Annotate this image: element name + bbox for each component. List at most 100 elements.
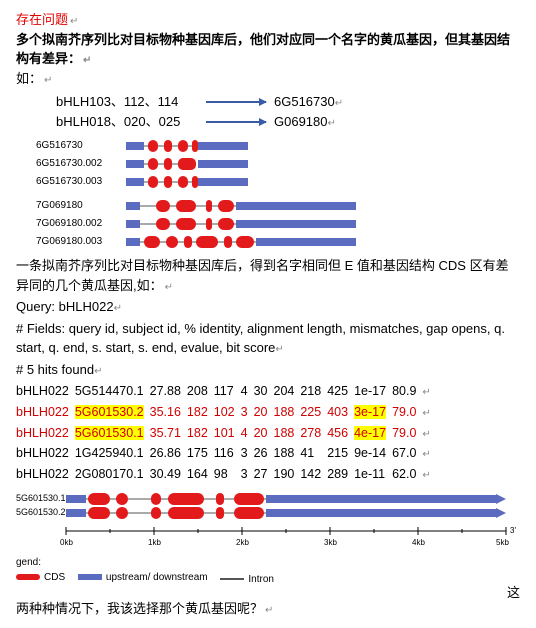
bottom-question: 两种种情况下，我该选择那个黄瓜基因呢？: [16, 599, 520, 619]
table-row: bHLH0225G601530.235.16182102320188225403…: [16, 402, 437, 423]
table-cell: 30: [254, 381, 274, 402]
crlf: [94, 362, 102, 377]
arrow-icon: [206, 121, 266, 123]
bottom-gene-diagram: 5G601530.1 5G601530.2 0kb 1kb 2kb 3kb 4k…: [16, 491, 520, 587]
svg-text:3': 3': [510, 526, 516, 535]
legend-updown: upstream/ downstream: [78, 570, 208, 585]
table-cell: 116: [214, 443, 241, 464]
gene-label: 6G516730: [36, 140, 83, 151]
crlf: [335, 92, 343, 112]
gene-label: 7G069180.003: [36, 236, 103, 247]
mapping-row: bHLH103、112、114 6G516730: [56, 92, 520, 112]
table-cell: bHLH022: [16, 443, 75, 464]
gene-label: 5G601530.1: [16, 493, 66, 503]
table-cell: 188: [274, 443, 301, 464]
mapping-right: 6G516730: [274, 92, 335, 112]
table-cell: 80.9: [392, 381, 422, 402]
mapping-left: bHLH018、020、025: [56, 112, 206, 132]
trailing-char: 这: [507, 583, 520, 603]
table-cell: 1e-17: [354, 381, 392, 402]
table-cell: 2G080170.1: [75, 464, 150, 485]
table-cell: 62.0: [392, 464, 422, 485]
table-row: bHLH0221G425940.126.86175116326188412159…: [16, 443, 437, 464]
fields-line: # Fields: query id, subject id, % identi…: [16, 319, 520, 358]
fields-text: # Fields: query id, subject id, % identi…: [16, 321, 505, 356]
table-cell: 1G425940.1: [75, 443, 150, 464]
table-cell: 35.71: [150, 423, 187, 444]
svg-text:0kb: 0kb: [60, 538, 73, 547]
table-cell: 5G601530.2: [75, 402, 150, 423]
table-cell: 164: [187, 464, 214, 485]
table-cell: 20: [254, 423, 274, 444]
table-cell: 204: [274, 381, 301, 402]
table-cell: bHLH022: [16, 464, 75, 485]
table-cell: bHLH022: [16, 402, 75, 423]
legend-label: upstream/ downstream: [106, 570, 208, 585]
table-cell: 26: [254, 443, 274, 464]
hits-count-line: # 5 hits found: [16, 360, 520, 380]
table-cell: 403: [327, 402, 354, 423]
legend-label: Intron: [248, 572, 274, 587]
table-cell: 4: [241, 423, 254, 444]
query-text: Query: bHLH022: [16, 299, 114, 314]
table-cell: 30.49: [150, 464, 187, 485]
problem-heading: 存在问题: [16, 10, 520, 30]
table-cell: 3: [241, 464, 254, 485]
table-cell: 175: [187, 443, 214, 464]
svg-text:1kb: 1kb: [148, 538, 161, 547]
intron-swatch-icon: [220, 578, 244, 580]
gene-diagram-6g516730: 6G516730 6G516730.002 6G516730.003: [36, 136, 520, 190]
table-cell: 142: [300, 464, 327, 485]
cds-swatch-icon: [16, 574, 40, 580]
gene-svg: 6G516730 6G516730.002 6G516730.003: [36, 136, 336, 190]
crlf: [422, 464, 436, 485]
intro-para-2: 如：: [16, 69, 520, 89]
table-cell: 5G514470.1: [75, 381, 150, 402]
gene-label: 5G601530.2: [16, 507, 66, 517]
table-cell: 4: [241, 381, 254, 402]
table-cell: 41: [300, 443, 327, 464]
gene-diagram-7g069180: 7G069180 7G069180.002 7G069180.003: [36, 196, 520, 250]
table-cell: 182: [187, 423, 214, 444]
table-cell: 5G601530.1: [75, 423, 150, 444]
legend-label: CDS: [44, 570, 65, 585]
svg-text:5kb: 5kb: [496, 538, 509, 547]
table-cell: 35.16: [150, 402, 187, 423]
arrow-icon: [206, 101, 266, 103]
table-cell: 3e-17: [354, 402, 392, 423]
gene-ruler-svg: 5G601530.1 5G601530.2 0kb 1kb 2kb 3kb 4k…: [16, 491, 516, 553]
crlf: [83, 54, 91, 66]
crlf: [114, 299, 122, 314]
crlf: [422, 443, 436, 464]
table-cell: 425: [327, 381, 354, 402]
mapping-row: bHLH018、020、025 G069180: [56, 112, 520, 132]
table-cell: 1e-11: [354, 464, 392, 485]
table-cell: 3: [241, 402, 254, 423]
intro-text-2: 如：: [16, 71, 42, 86]
crlf: [328, 112, 336, 132]
table-cell: 79.0: [392, 423, 422, 444]
svg-text:2kb: 2kb: [236, 538, 249, 547]
table-row: bHLH0225G514470.127.88208117430204218425…: [16, 381, 437, 402]
table-cell: bHLH022: [16, 381, 75, 402]
hits-text: # 5 hits found: [16, 362, 94, 377]
table-row: bHLH0222G080170.130.49164983271901422891…: [16, 464, 437, 485]
crlf: [422, 423, 436, 444]
table-cell: 278: [300, 423, 327, 444]
crlf: [275, 340, 283, 355]
table-cell: 188: [274, 402, 301, 423]
table-cell: 456: [327, 423, 354, 444]
legend-intron: Intron: [220, 572, 274, 587]
table-cell: 208: [187, 381, 214, 402]
legend-cds: CDS: [16, 570, 65, 585]
query-line: Query: bHLH022: [16, 297, 520, 317]
legend-fragment: gend:: [16, 557, 41, 568]
table-cell: bHLH022: [16, 423, 75, 444]
table-cell: 67.0: [392, 443, 422, 464]
svg-text:3kb: 3kb: [324, 538, 337, 547]
legend-row: gend: CDS upstream/ downstream Intron: [16, 555, 520, 587]
table-cell: 188: [274, 423, 301, 444]
table-cell: 101: [214, 423, 241, 444]
table-cell: 26.86: [150, 443, 187, 464]
bottom-question-text: 两种种情况下，我该选择那个黄瓜基因呢？: [16, 601, 263, 616]
